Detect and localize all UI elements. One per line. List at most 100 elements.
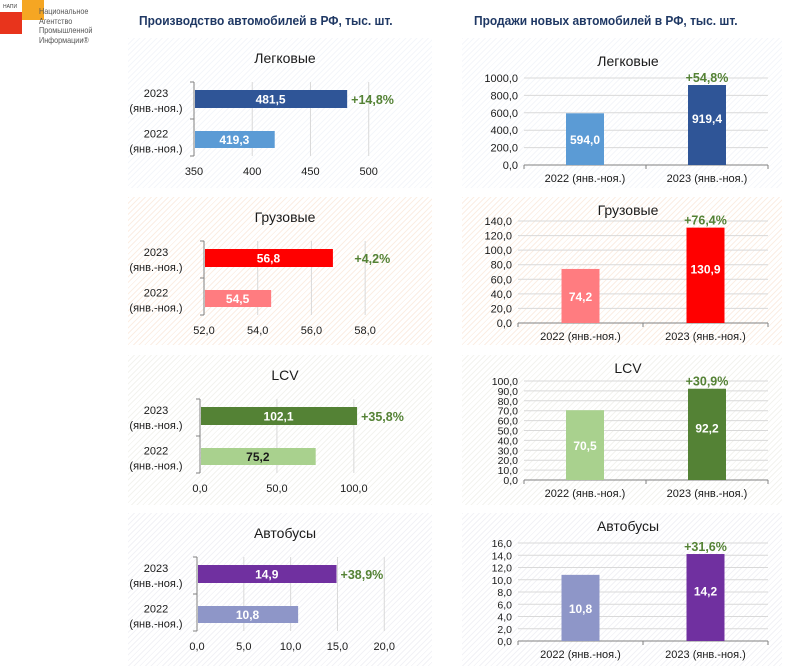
bar-value-label: 419,3 — [219, 133, 249, 147]
growth-label: +14,8% — [351, 93, 394, 107]
bar — [205, 249, 333, 267]
prod-buses-svg: Автобусы 0,0 5,0 10,0 15,0 20,0 14,9 2023 (янв.-… — [129, 525, 395, 653]
sales-buses-svg: Автобусы 0,02,04,06,08,010,012,014,016,0 1… — [492, 518, 769, 661]
bar-value-label: 54,5 — [226, 292, 250, 306]
sales-passenger-svg: Легковые 0,0 200,0 400,0 600,0 800,0 1000,0 594… — [484, 53, 769, 185]
bar — [688, 85, 726, 165]
bar — [561, 574, 600, 641]
sales-lcv-panel: LCV 0,0 10,0 20,0 30,0 40,0 50,0 60,0 70,0 80,0 90… — [462, 355, 782, 505]
logo-line: Национальное — [39, 6, 89, 16]
y-tick-label: 400,0 — [490, 125, 518, 137]
logo-text: Национальное Агентство Промышленной Инфо… — [39, 6, 92, 45]
y-tick-label: 16,0 — [492, 538, 513, 550]
y-tick-label: 70,0 — [498, 406, 519, 418]
x-tick-label: 450 — [301, 166, 319, 178]
bar — [205, 290, 272, 307]
category-label: 2022 (янв.-ноя.) — [545, 173, 626, 185]
y-tick-label: 4,0 — [497, 612, 512, 624]
bar — [566, 113, 604, 165]
sales-trucks-svg: Грузовые 0,0 20,0 40,0 60,0 80,0 100,0 120,0 140… — [484, 202, 769, 343]
x-tick-label: 20,0 — [374, 641, 395, 653]
y-tick-label: 600,0 — [490, 108, 518, 120]
prod-buses-panel: Автобусы 0,0 5,0 10,0 15,0 20,0 14,9 2023 (янв.-… — [128, 513, 432, 666]
y-tick-label: 80,0 — [491, 260, 512, 272]
bar-value-label: 92,2 — [695, 421, 719, 435]
x-tick-label: 0,0 — [189, 641, 204, 653]
y-tick-label: 6,0 — [497, 599, 512, 611]
bar-value-label: 919,4 — [692, 112, 722, 126]
bar-value-label: 75,2 — [246, 450, 270, 464]
bar — [195, 131, 275, 148]
y-tick-label: 14,0 — [492, 550, 513, 562]
bar — [198, 606, 299, 623]
category-label: 2023 (янв.-ноя.) — [667, 488, 748, 500]
bar — [561, 268, 600, 323]
y-tick-label: 8,0 — [497, 587, 512, 599]
y-tick-label: 2,0 — [497, 624, 512, 636]
category-label: 2022 (янв.-ноя.) — [540, 649, 621, 661]
prod-passenger-panel: Легковые 350 400 450 500 481,5 2023 (янв.-ноя.)… — [128, 38, 432, 188]
y-tick-label: 50,0 — [498, 426, 519, 438]
bar-value-label: 130,9 — [690, 262, 720, 276]
category-label: (янв.-ноя.) — [129, 144, 182, 156]
bar-value-label: 56,8 — [257, 252, 281, 266]
y-tick-label: 60,0 — [498, 416, 519, 428]
sales-header: Продажи новых автомобилей в РФ, тыс. шт. — [474, 13, 738, 28]
y-tick-label: 20,0 — [491, 303, 512, 315]
y-tick-label: 0,0 — [503, 475, 518, 487]
logo-line: Информации® — [39, 34, 89, 45]
sales-passenger-panel: Легковые 0,0 200,0 400,0 600,0 800,0 1000,0 594… — [462, 38, 782, 188]
sales-trucks-panel: Грузовые 0,0 20,0 40,0 60,0 80,0 100,0 120,0 140… — [462, 197, 782, 345]
chart-title: LCV — [614, 360, 642, 376]
y-tick-label: 20,0 — [498, 455, 519, 467]
bar — [201, 448, 316, 465]
prod-trucks-panel: Грузовые 52,0 54,0 56,0 58,0 56,8 2023 (янв.-но… — [128, 197, 432, 345]
y-tick-label: 200,0 — [490, 143, 518, 155]
chart-title: LCV — [271, 367, 299, 383]
category-label: (янв.-ноя.) — [129, 262, 182, 274]
bar-value-label: 594,0 — [570, 133, 600, 147]
bar — [201, 407, 358, 425]
x-tick-label: 100,0 — [340, 483, 368, 495]
bar — [195, 90, 348, 108]
bar-value-label: 10,8 — [569, 602, 593, 616]
x-tick-label: 54,0 — [247, 325, 268, 337]
growth-label: +31,6% — [684, 540, 727, 554]
chart-title: Легковые — [597, 53, 659, 69]
y-tick-label: 30,0 — [498, 445, 519, 457]
prod-passenger-svg: Легковые 350 400 450 500 481,5 2023 (янв.-ноя.)… — [129, 50, 394, 178]
x-tick-label: 15,0 — [327, 641, 348, 653]
bar-value-label: 74,2 — [569, 290, 593, 304]
x-tick-label: 10,0 — [280, 641, 301, 653]
category-label: 2023 — [144, 88, 168, 100]
y-tick-label: 100,0 — [484, 245, 512, 257]
x-tick-label: 58,0 — [354, 325, 375, 337]
y-tick-label: 10,0 — [498, 465, 519, 477]
category-label: (янв.-ноя.) — [129, 420, 182, 432]
x-tick-label: 50,0 — [266, 483, 287, 495]
sales-buses-panel: Автобусы 0,0 2,0 4,0 6,0 8,0 10,0 12,0 14,0 16,0 1… — [462, 513, 782, 666]
y-tick-label: 100,0 — [492, 376, 518, 388]
bar-value-label: 481,5 — [256, 93, 286, 107]
chart-title: Автобусы — [254, 525, 316, 541]
bar-value-label: 14,9 — [255, 568, 279, 582]
y-tick-label: 90,0 — [498, 386, 519, 398]
x-tick-label: 52,0 — [193, 325, 214, 337]
category-label: 2023 — [144, 247, 168, 259]
y-tick-label: 1000,0 — [484, 73, 518, 85]
bar — [688, 388, 726, 480]
y-tick-label: 40,0 — [498, 435, 519, 447]
category-label: 2023 (янв.-ноя.) — [667, 173, 748, 185]
logo-abbr: НАПИ — [3, 4, 18, 10]
category-label: (янв.-ноя.) — [129, 303, 182, 315]
bar-value-label: 102,1 — [264, 410, 294, 424]
category-label: 2022 — [144, 288, 168, 300]
y-tick-label: 60,0 — [491, 274, 512, 286]
category-label: 2022 — [144, 604, 168, 616]
y-tick-label: 0,0 — [503, 160, 518, 172]
bar-value-label: 70,5 — [573, 439, 597, 453]
bar-value-label: 10,8 — [236, 608, 260, 622]
bar — [686, 227, 725, 323]
logo-line: Агентство — [39, 15, 73, 26]
growth-label: +30,9% — [686, 375, 729, 389]
